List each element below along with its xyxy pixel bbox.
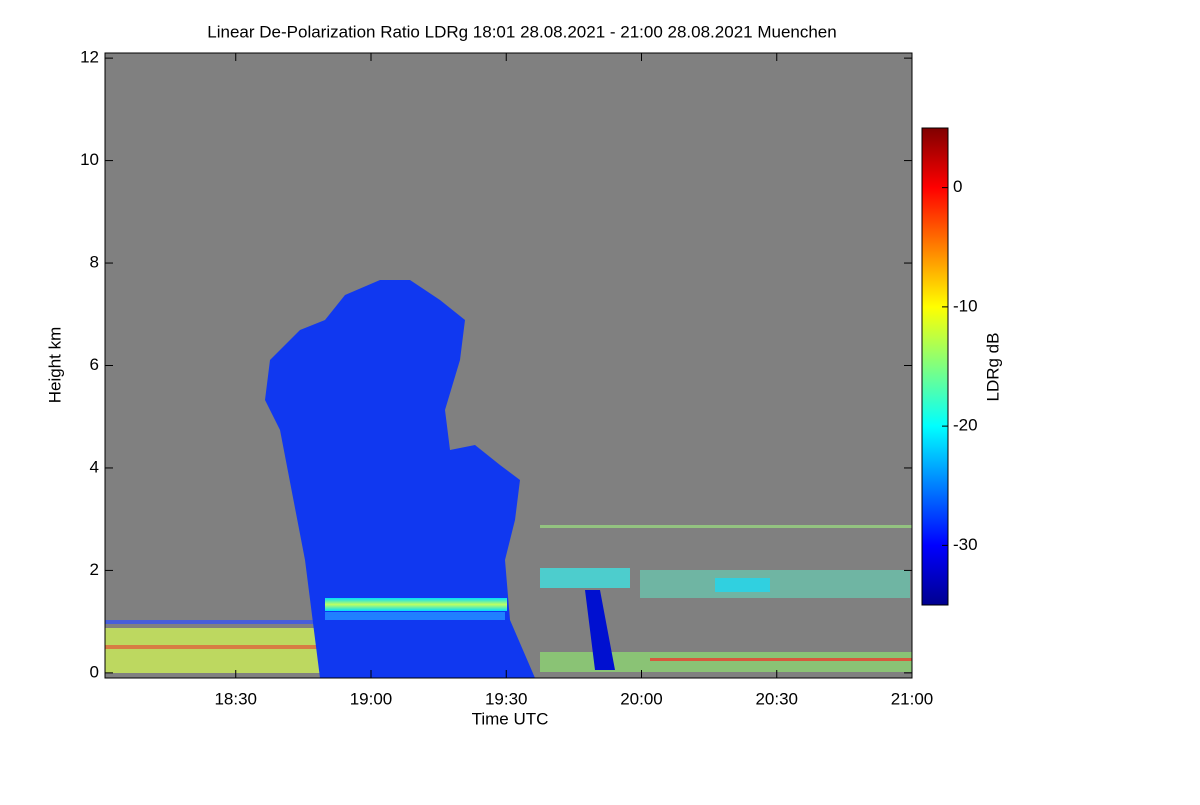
colorbar xyxy=(921,127,949,606)
x-tick-label: 20:30 xyxy=(755,689,798,708)
y-tick-label: 10 xyxy=(80,150,99,169)
x-tick-label: 20:00 xyxy=(620,689,663,708)
x-axis-label: Time UTC xyxy=(472,709,549,728)
x-tick-label: 19:30 xyxy=(485,689,528,708)
y-tick-label: 12 xyxy=(80,48,99,67)
colorbar-tick-label: -10 xyxy=(953,296,978,315)
y-tick-label: 2 xyxy=(90,560,99,579)
x-tick-label: 21:00 xyxy=(891,689,934,708)
x-tick-label: 18:30 xyxy=(214,689,257,708)
y-tick-label: 6 xyxy=(90,355,99,374)
chart-title: Linear De-Polarization Ratio LDRg 18:01 … xyxy=(207,22,836,41)
heatmap-image xyxy=(105,280,912,678)
colorbar-label: LDRg dB xyxy=(983,333,1002,402)
y-axis-label: Height km xyxy=(45,327,64,404)
colorbar-tick-label: -20 xyxy=(953,416,978,435)
y-tick-label: 8 xyxy=(90,253,99,272)
y-tick-label: 0 xyxy=(90,662,99,681)
colorbar-tick-label: -30 xyxy=(953,535,978,554)
colorbar-tick-label: 0 xyxy=(953,177,962,196)
x-tick-label: 19:00 xyxy=(350,689,393,708)
y-tick-label: 4 xyxy=(90,457,99,476)
